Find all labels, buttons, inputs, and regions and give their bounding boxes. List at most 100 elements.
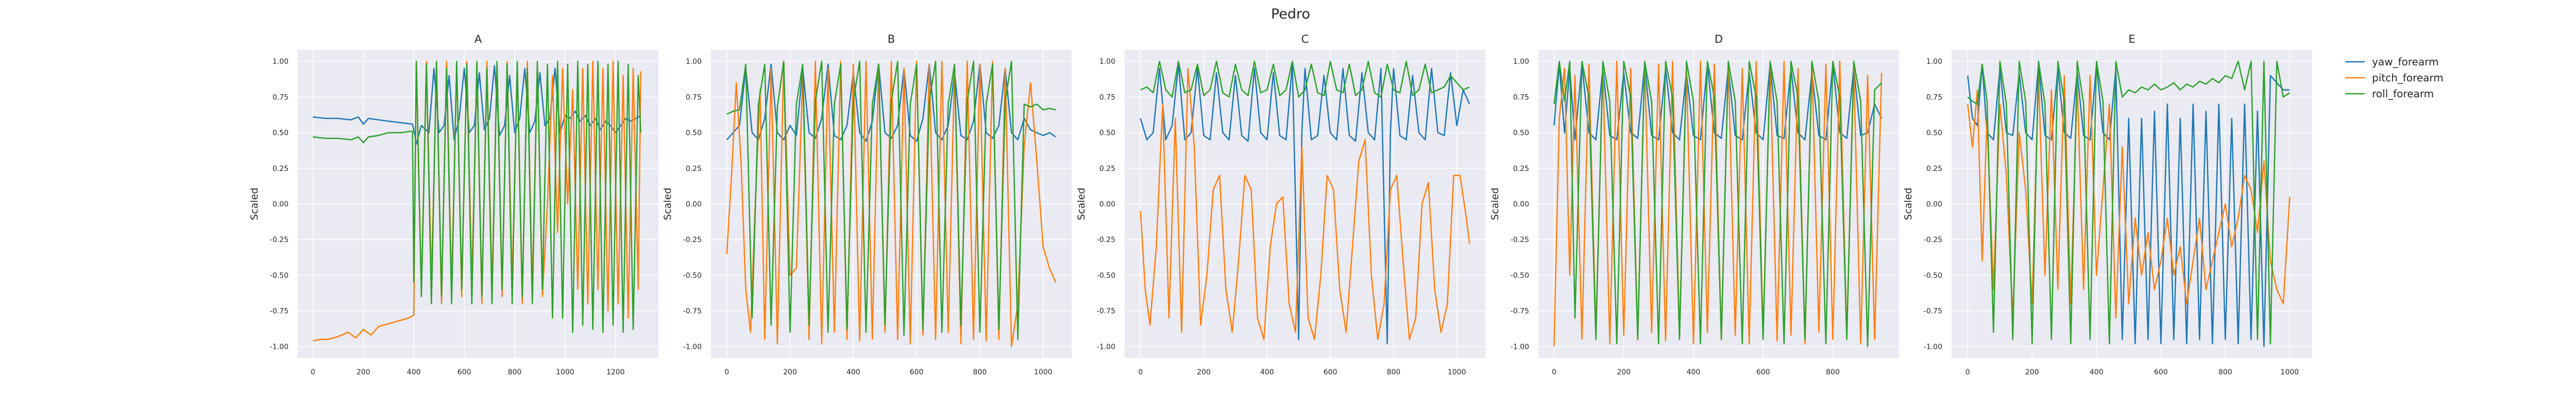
subplot-grid: -1.00 -0.75 -0.50 -0.25 0.00 0.25 0.50 0.75 1.00… (249, 33, 2312, 376)
y-tick-label: -1.00 (1097, 343, 1115, 351)
x-tick-label: 0 (1138, 368, 1143, 376)
x-tick-label: 200 (1197, 368, 1211, 376)
x-tick-label: 0 (311, 368, 315, 376)
x-tick-label: 0 (724, 368, 729, 376)
y-tick-label: 1.00 (1513, 58, 1529, 66)
legend: yaw_forearm pitch_forearm roll_forearm (2345, 56, 2444, 100)
y-tick-label: 1.00 (1926, 58, 1942, 66)
y-tick-label: -1.00 (270, 343, 289, 351)
series-lines (313, 60, 641, 342)
tick-labels: -1.00 -0.75 -0.50 -0.25 0.00 0.25 0.50 0.75 1.00… (1097, 58, 1466, 376)
series-line-roll-forearm (313, 60, 641, 333)
x-tick-label: 400 (1687, 368, 1701, 376)
y-tick-label: 0.00 (1099, 200, 1115, 209)
y-tick-label: 1.00 (1099, 58, 1115, 66)
x-tick-label: 800 (508, 368, 522, 376)
x-tick-label: 1000 (2280, 368, 2299, 376)
y-tick-label: 0.75 (686, 93, 702, 101)
y-tick-label: 1.00 (273, 58, 289, 66)
subplot-title: B (888, 33, 895, 45)
x-tick-label: 1000 (1034, 368, 1053, 376)
tick-labels: -1.00 -0.75 -0.50 -0.25 0.00 0.25 0.50 0.75 1.00… (1924, 58, 2299, 376)
y-tick-label: 0.50 (1926, 129, 1942, 138)
series-line-roll-forearm (1967, 60, 2290, 345)
y-tick-label: 0.50 (1513, 129, 1529, 138)
x-tick-label: 600 (910, 368, 924, 376)
gridlines (1952, 50, 2312, 358)
x-tick-label: 800 (973, 368, 987, 376)
y-tick-label: 0.75 (1513, 93, 1529, 101)
y-tick-label: -1.00 (1511, 343, 1529, 351)
y-axis-label: Scaled (1076, 187, 1087, 220)
y-axis-label: Scaled (249, 187, 260, 220)
x-tick-label: 400 (846, 368, 860, 376)
x-tick-label: 600 (1756, 368, 1770, 376)
x-tick-label: 1000 (556, 368, 574, 376)
y-tick-label: 0.25 (1513, 165, 1529, 173)
series-line-pitch-forearm (726, 60, 1057, 348)
tick-labels: -1.00 -0.75 -0.50 -0.25 0.00 0.25 0.50 0.75 1.00… (270, 58, 625, 376)
series-line-yaw-forearm (1140, 63, 1470, 345)
y-tick-label: 0.25 (1926, 165, 1942, 173)
tick-labels: -1.00 -0.75 -0.50 -0.25 0.00 0.25 0.50 0.75 1.00… (1511, 58, 1840, 376)
y-tick-label: 0.75 (1926, 93, 1942, 101)
subplot-d: -1.00 -0.75 -0.50 -0.25 0.00 0.25 0.50 0.75 1.00… (1489, 33, 1899, 376)
y-tick-label: -1.00 (683, 343, 702, 351)
y-tick-label: 0.75 (1099, 93, 1115, 101)
subplot-title: E (2128, 33, 2135, 45)
subplot-b: -1.00 -0.75 -0.50 -0.25 0.00 0.25 0.50 0.75 1.00… (662, 33, 1072, 376)
y-tick-label: -0.25 (683, 236, 702, 244)
subplot-e: -1.00 -0.75 -0.50 -0.25 0.00 0.25 0.50 0.75 1.00… (1903, 33, 2312, 376)
series-line-roll-forearm (726, 60, 1056, 340)
subplot-title: C (1301, 33, 1309, 45)
legend-label: yaw_forearm (2372, 56, 2438, 68)
y-tick-label: 0.50 (273, 129, 289, 138)
y-tick-label: 0.25 (273, 165, 289, 173)
x-tick-label: 1200 (606, 368, 625, 376)
y-tick-label: 0.00 (686, 200, 702, 209)
y-tick-label: 0.50 (686, 129, 702, 138)
y-tick-label: -0.50 (270, 271, 289, 280)
x-tick-label: 600 (2154, 368, 2168, 376)
y-tick-label: -0.25 (1924, 236, 1942, 244)
y-tick-label: -0.75 (1097, 307, 1115, 316)
series-lines (1140, 60, 1470, 345)
y-tick-label: -0.50 (1924, 271, 1942, 280)
y-tick-label: -0.25 (1097, 236, 1115, 244)
y-axis-label: Scaled (662, 187, 673, 220)
x-tick-label: 400 (407, 368, 421, 376)
x-tick-label: 800 (1826, 368, 1840, 376)
x-tick-label: 200 (357, 368, 370, 376)
y-axis-label: Scaled (1903, 187, 1914, 220)
subplot-c: -1.00 -0.75 -0.50 -0.25 0.00 0.25 0.50 0.75 1.00… (1076, 33, 1485, 376)
x-tick-label: 200 (2025, 368, 2039, 376)
x-tick-label: 800 (2218, 368, 2232, 376)
x-tick-label: 0 (1965, 368, 1970, 376)
y-tick-label: -0.75 (683, 307, 702, 316)
y-tick-label: 1.00 (686, 58, 702, 66)
gridlines (1538, 50, 1899, 358)
legend-label: pitch_forearm (2372, 72, 2444, 84)
subplot-title: D (1715, 33, 1723, 45)
x-tick-label: 600 (457, 368, 471, 376)
y-tick-label: 0.25 (686, 165, 702, 173)
y-tick-label: -0.75 (270, 307, 289, 316)
y-tick-label: -0.50 (683, 271, 702, 280)
series-lines (1553, 60, 1883, 348)
subplot-title: A (474, 33, 482, 45)
y-tick-label: -0.25 (1511, 236, 1529, 244)
series-lines (1967, 60, 2291, 348)
y-tick-label: 0.25 (1099, 165, 1115, 173)
y-tick-label: 0.00 (1513, 200, 1529, 209)
x-tick-label: 400 (1260, 368, 1274, 376)
y-tick-label: 0.75 (273, 93, 289, 101)
tick-labels: -1.00 -0.75 -0.50 -0.25 0.00 0.25 0.50 0.75 1.00… (683, 58, 1053, 376)
x-tick-label: 400 (2090, 368, 2104, 376)
y-tick-label: 0.00 (1926, 200, 1942, 209)
y-axis-label: Scaled (1489, 187, 1501, 220)
series-line-pitch-forearm (1140, 67, 1470, 340)
y-tick-label: -0.75 (1924, 307, 1942, 316)
x-tick-label: 200 (783, 368, 797, 376)
x-tick-label: 1000 (1448, 368, 1466, 376)
